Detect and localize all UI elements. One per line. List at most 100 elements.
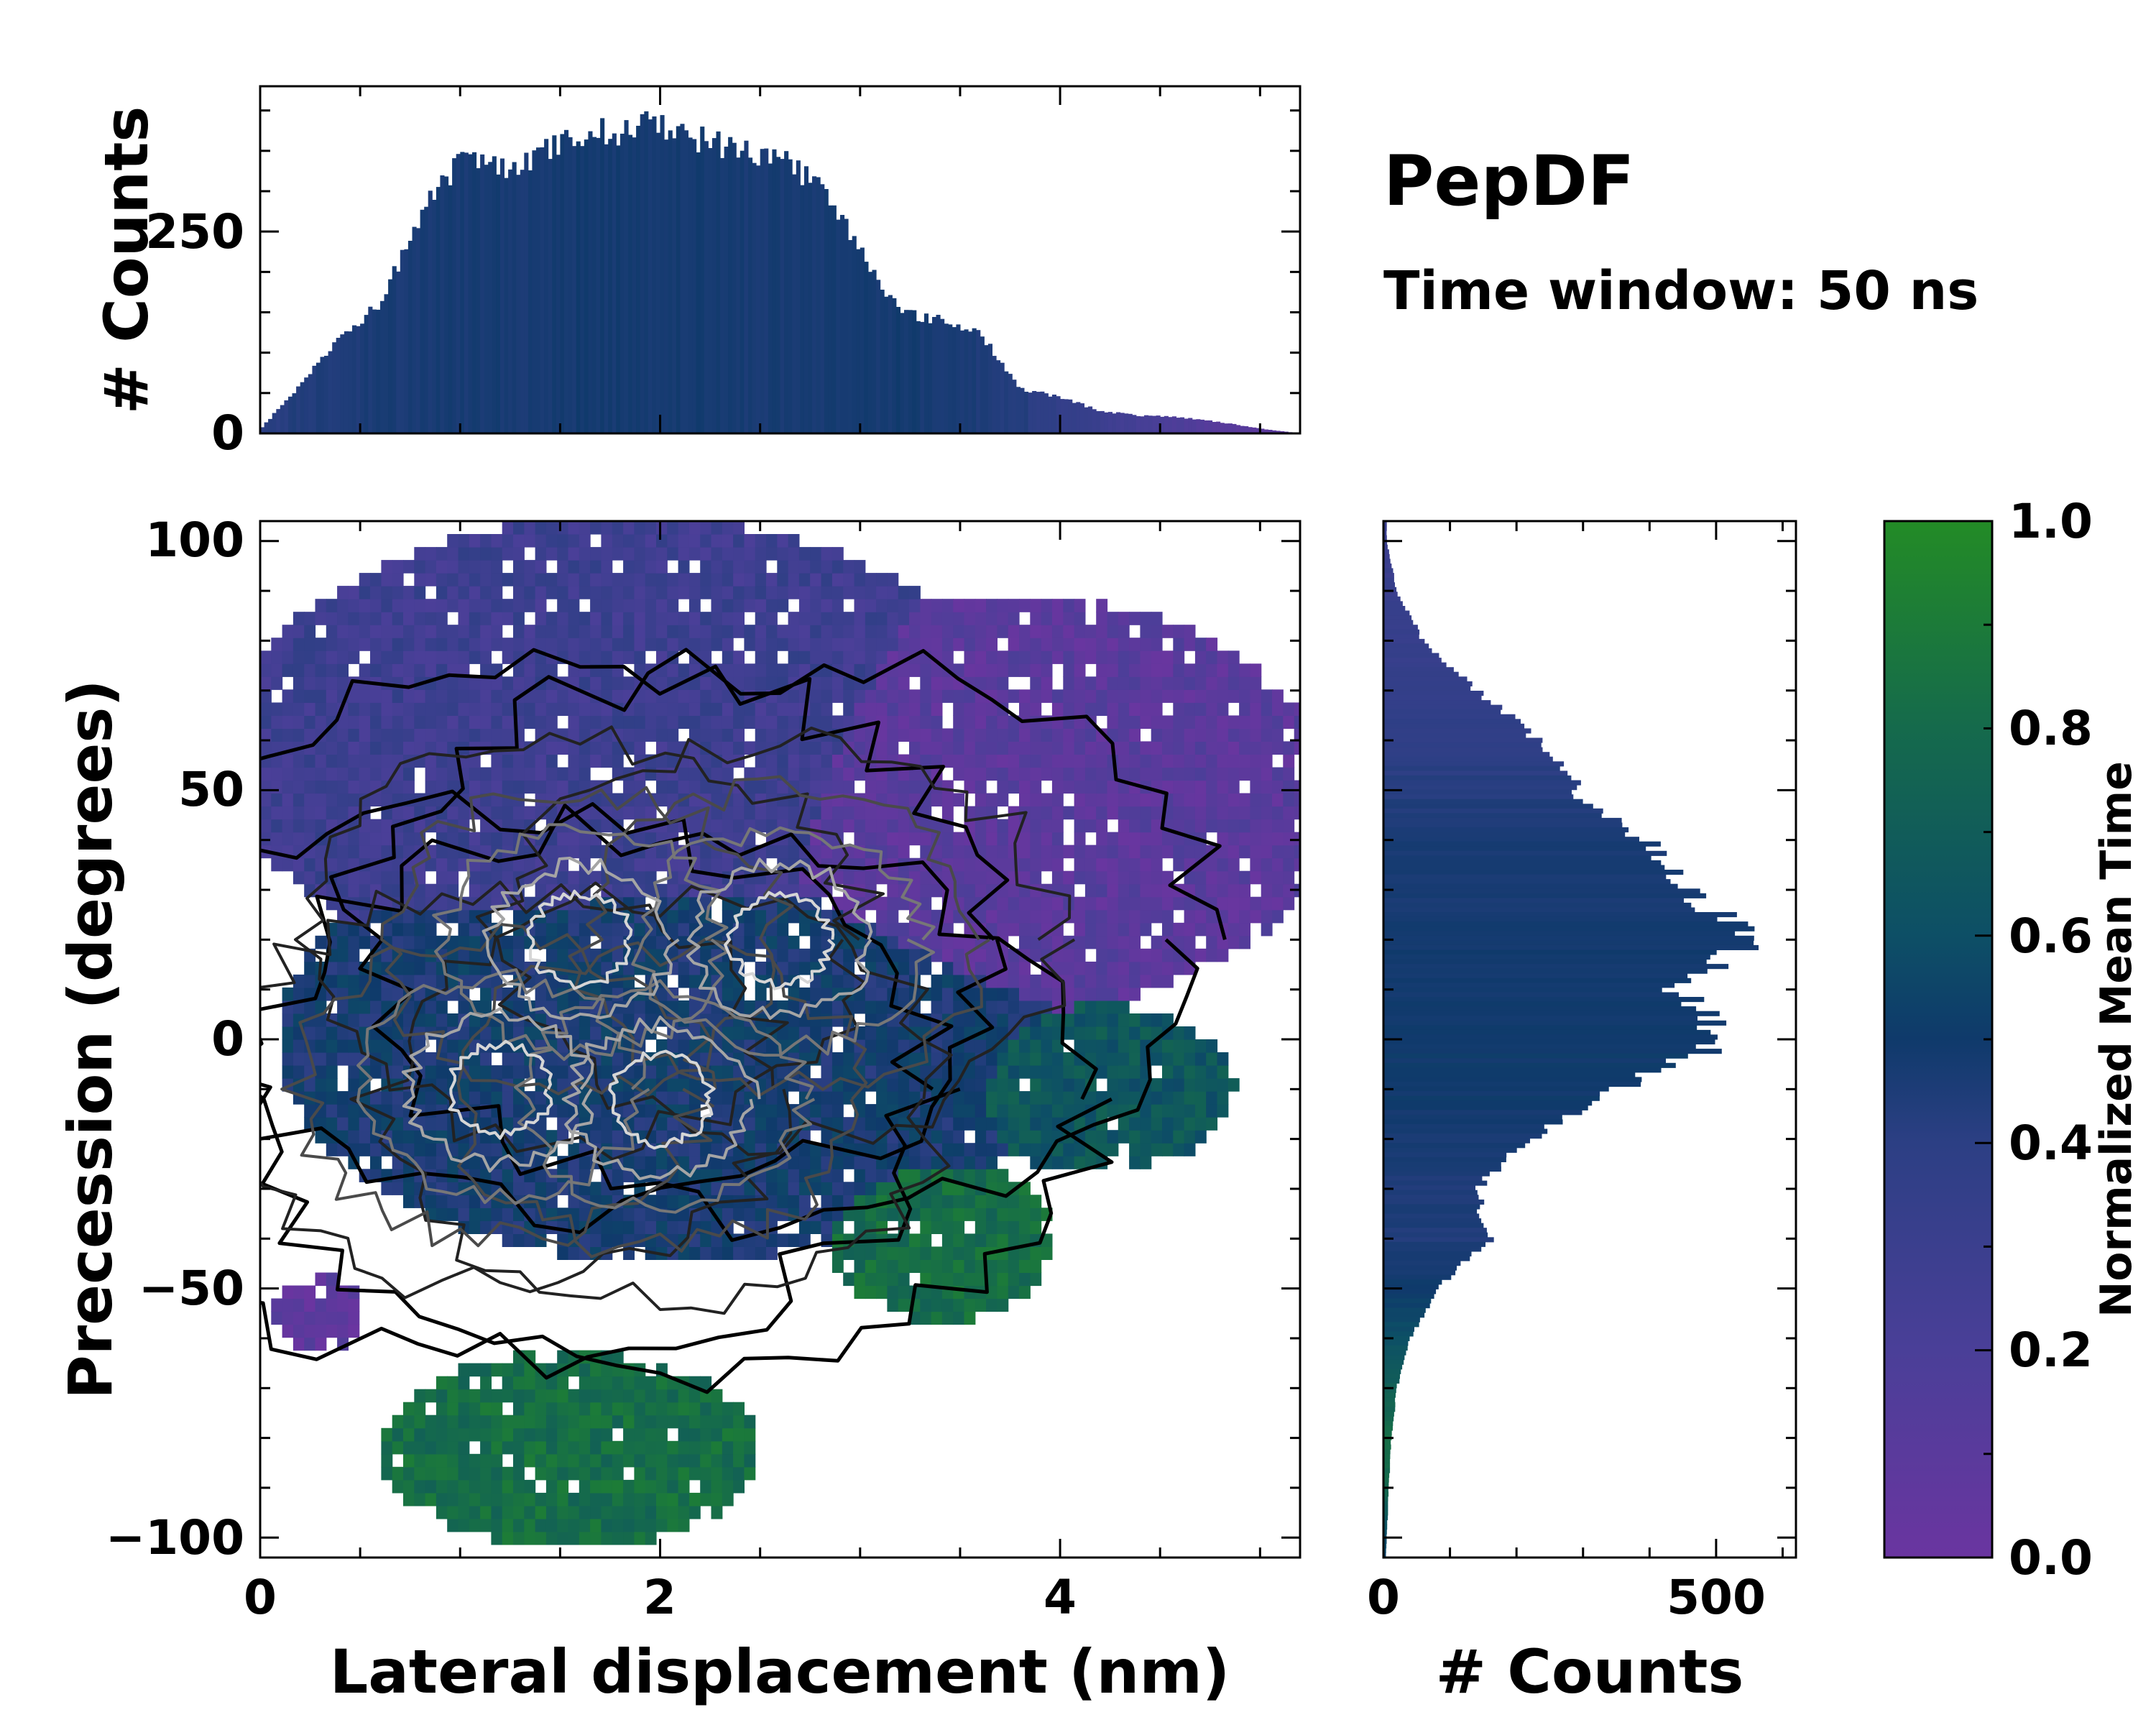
- heatmap-cell: [545, 1130, 558, 1144]
- heatmap-cell: [502, 1376, 514, 1390]
- top-histogram-bar: [1112, 413, 1117, 433]
- heatmap-cell: [282, 1065, 294, 1079]
- heatmap-cell: [513, 1104, 525, 1118]
- heatmap-cell: [436, 702, 448, 716]
- heatmap-cell: [744, 1000, 756, 1014]
- heatmap-cell: [700, 1143, 712, 1156]
- heatmap-cell: [414, 586, 426, 599]
- heatmap-cell: [1151, 883, 1163, 898]
- heatmap-cell: [292, 819, 305, 833]
- heatmap-cell: [348, 599, 360, 612]
- heatmap-cell: [810, 741, 822, 755]
- heatmap-cell: [403, 780, 415, 794]
- heatmap-cell: [678, 883, 690, 898]
- heatmap-cell: [1118, 715, 1130, 729]
- heatmap-cell: [304, 728, 316, 742]
- heatmap-cell: [656, 560, 668, 574]
- heatmap-cell: [887, 573, 899, 586]
- heatmap-cell: [315, 857, 327, 872]
- heatmap-cell: [831, 638, 844, 651]
- heatmap-cell: [1074, 1156, 1086, 1169]
- heatmap-cell: [282, 1013, 294, 1027]
- heatmap-cell: [777, 935, 789, 949]
- top-histogram-bar: [1268, 430, 1273, 433]
- heatmap-cell: [469, 702, 481, 716]
- heatmap-cell: [986, 663, 998, 677]
- heatmap-cell: [711, 638, 723, 651]
- heatmap-cell: [931, 1208, 943, 1221]
- heatmap-cell: [744, 625, 756, 638]
- heatmap-cell: [491, 1402, 503, 1416]
- heatmap-cell: [557, 1078, 569, 1092]
- heatmap-cell: [370, 625, 382, 638]
- heatmap-cell: [722, 1414, 734, 1429]
- heatmap-cell: [656, 1039, 668, 1053]
- heatmap-cell: [1041, 909, 1053, 924]
- heatmap-cell: [986, 1078, 998, 1092]
- heatmap-cell: [1008, 1052, 1020, 1066]
- heatmap-cell: [1151, 1117, 1163, 1131]
- heatmap-cell: [601, 1376, 613, 1390]
- heatmap-cell: [941, 625, 954, 638]
- heatmap-cell: [909, 1233, 921, 1247]
- heatmap-cell: [865, 625, 877, 638]
- heatmap-cell: [1008, 741, 1020, 755]
- heatmap-cell: [986, 1156, 998, 1169]
- top-histogram-bar: [704, 141, 709, 433]
- heatmap-cell: [964, 767, 976, 781]
- top-histogram-bar: [1132, 415, 1137, 433]
- heatmap-cell: [524, 1453, 536, 1468]
- heatmap-cell: [557, 534, 569, 548]
- heatmap-cell: [1008, 599, 1020, 612]
- heatmap-cell: [535, 1000, 547, 1014]
- heatmap-cell: [579, 650, 591, 664]
- heatmap-cell: [821, 1104, 833, 1118]
- heatmap-cell: [854, 728, 866, 742]
- heatmap-cell: [348, 987, 360, 1001]
- heatmap-cell: [282, 857, 294, 872]
- heatmap-cell: [964, 987, 976, 1001]
- heatmap-cell: [469, 728, 481, 742]
- heatmap-cell: [711, 521, 723, 535]
- heatmap-cell: [381, 625, 393, 638]
- heatmap-cell: [337, 832, 349, 846]
- heatmap-cell: [645, 728, 657, 742]
- heatmap-cell: [315, 612, 327, 625]
- heatmap-cell: [1239, 676, 1250, 690]
- heatmap-cell: [898, 767, 910, 781]
- heatmap-cell: [1227, 857, 1240, 872]
- heatmap-cell: [568, 1246, 580, 1260]
- heatmap-cell: [1051, 612, 1064, 625]
- top-histogram-bar: [948, 324, 953, 433]
- heatmap-cell: [502, 832, 514, 846]
- heatmap-cell: [1140, 625, 1152, 638]
- heatmap-cell: [403, 922, 415, 937]
- heatmap-cell: [469, 547, 481, 561]
- heatmap-cell: [920, 1298, 932, 1312]
- top-histogram-bar: [460, 152, 465, 433]
- heatmap-cell: [722, 638, 734, 651]
- heatmap-cell: [304, 1298, 316, 1312]
- heatmap-cell: [678, 1143, 690, 1156]
- heatmap-cell: [755, 1246, 767, 1260]
- heatmap-cell: [545, 1453, 558, 1468]
- heatmap-cell: [535, 1402, 547, 1416]
- heatmap-cell: [1063, 676, 1075, 690]
- heatmap-cell: [744, 909, 756, 924]
- heatmap-cell: [854, 1272, 866, 1287]
- heatmap-cell: [623, 573, 635, 586]
- heatmap-cell: [502, 1440, 514, 1455]
- heatmap-cell: [744, 599, 756, 612]
- heatmap-cell: [601, 1414, 613, 1429]
- heatmap-cell: [821, 870, 833, 885]
- heatmap-cell: [953, 728, 965, 742]
- heatmap-cell: [1217, 676, 1229, 690]
- heatmap-cell: [898, 832, 910, 846]
- heatmap-cell: [381, 1091, 393, 1105]
- heatmap-cell: [381, 560, 393, 574]
- heatmap-cell: [964, 1195, 976, 1208]
- heatmap-cell: [1107, 638, 1119, 651]
- heatmap-cell: [678, 663, 690, 677]
- heatmap-cell: [843, 625, 855, 638]
- heatmap-cell: [634, 922, 646, 937]
